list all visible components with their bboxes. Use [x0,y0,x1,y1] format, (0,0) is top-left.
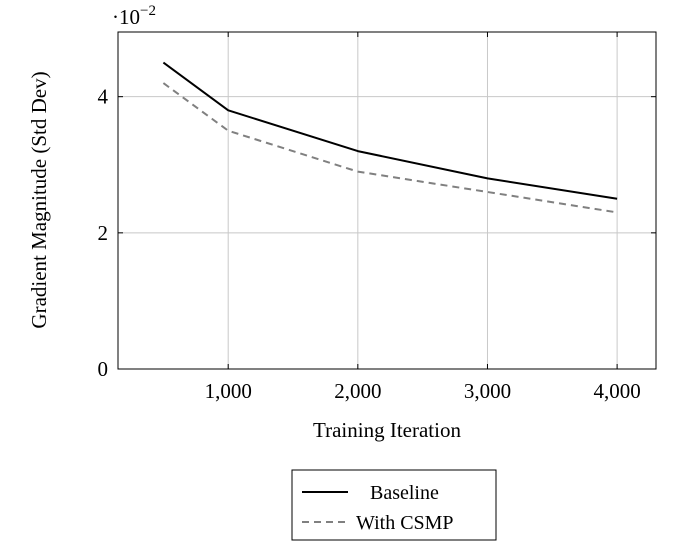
x-tick-label: 4,000 [593,379,640,403]
y-axis-label: Gradient Magnitude (Std Dev) [27,71,51,328]
legend-label-with-csmp: With CSMP [356,512,454,534]
y-tick-label: 2 [98,221,109,245]
y-tick-label: 0 [98,357,109,381]
tick-labels: 1,000 2,000 3,000 4,000 0 2 4 [98,85,641,403]
x-tick-label: 2,000 [334,379,381,403]
series-line-baseline [162,61,618,200]
tick-marks [118,32,656,370]
grid-lines [118,32,656,369]
y-tick-label: 4 [98,85,109,109]
y-scale-note: ·10−2 [112,3,156,29]
x-tick-label: 1,000 [205,379,252,403]
legend-box [291,469,497,541]
series-line-with-csmp [162,82,618,214]
x-tick-label: 3,000 [464,379,511,403]
plot-frame [117,31,657,370]
legend-label-baseline: Baseline [370,482,439,504]
series-lines [162,61,618,214]
legend: Baseline With CSMP [291,469,497,541]
x-axis-label: Training Iteration [313,418,461,442]
